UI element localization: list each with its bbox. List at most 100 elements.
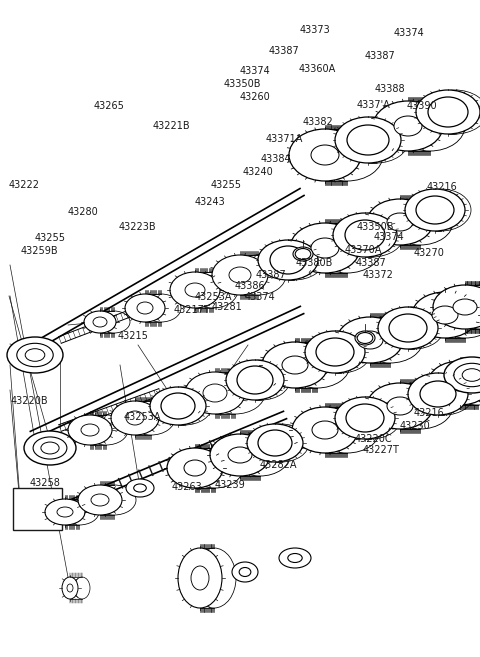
Text: 43374: 43374 bbox=[240, 66, 271, 76]
Ellipse shape bbox=[68, 415, 112, 445]
Ellipse shape bbox=[337, 317, 403, 363]
Ellipse shape bbox=[408, 373, 468, 415]
Ellipse shape bbox=[247, 424, 303, 462]
Ellipse shape bbox=[387, 213, 413, 231]
Ellipse shape bbox=[93, 317, 107, 327]
Text: 43239: 43239 bbox=[215, 480, 246, 490]
Text: 43270: 43270 bbox=[414, 248, 444, 258]
Ellipse shape bbox=[293, 247, 313, 261]
Ellipse shape bbox=[203, 384, 227, 402]
Text: 43217T: 43217T bbox=[174, 305, 211, 315]
Ellipse shape bbox=[212, 255, 268, 295]
Ellipse shape bbox=[184, 460, 206, 476]
Text: 43255: 43255 bbox=[35, 233, 66, 243]
Text: 43253A: 43253A bbox=[124, 412, 161, 422]
Ellipse shape bbox=[185, 372, 245, 414]
Ellipse shape bbox=[150, 387, 206, 425]
Text: 43387: 43387 bbox=[355, 258, 386, 268]
Text: 43227T: 43227T bbox=[362, 445, 399, 455]
Text: 43370A: 43370A bbox=[345, 244, 382, 255]
Ellipse shape bbox=[416, 196, 454, 224]
Text: 43384: 43384 bbox=[260, 154, 291, 164]
Ellipse shape bbox=[367, 199, 433, 245]
Text: 43380B: 43380B bbox=[295, 258, 333, 268]
Ellipse shape bbox=[378, 307, 438, 349]
Ellipse shape bbox=[125, 294, 165, 322]
Ellipse shape bbox=[137, 302, 153, 314]
Ellipse shape bbox=[394, 116, 422, 136]
Ellipse shape bbox=[311, 145, 339, 165]
Text: 43255: 43255 bbox=[210, 180, 241, 191]
Ellipse shape bbox=[305, 331, 365, 373]
Ellipse shape bbox=[17, 344, 53, 367]
Ellipse shape bbox=[355, 331, 375, 345]
Ellipse shape bbox=[333, 213, 397, 257]
Ellipse shape bbox=[210, 434, 270, 476]
Ellipse shape bbox=[432, 306, 458, 324]
Ellipse shape bbox=[67, 584, 73, 592]
Ellipse shape bbox=[270, 246, 306, 274]
Ellipse shape bbox=[185, 283, 205, 297]
Text: 43240: 43240 bbox=[242, 167, 273, 177]
Text: 43265: 43265 bbox=[94, 101, 124, 112]
Text: 43258: 43258 bbox=[30, 478, 60, 488]
Ellipse shape bbox=[237, 366, 273, 394]
Text: 43223B: 43223B bbox=[119, 221, 156, 232]
Ellipse shape bbox=[288, 553, 302, 562]
Text: 43280: 43280 bbox=[67, 206, 98, 217]
Ellipse shape bbox=[367, 383, 433, 429]
Text: 43350B: 43350B bbox=[356, 221, 394, 232]
Text: 43374: 43374 bbox=[245, 292, 276, 302]
Ellipse shape bbox=[335, 117, 401, 163]
Text: 43281: 43281 bbox=[211, 302, 242, 313]
Ellipse shape bbox=[312, 421, 338, 439]
Text: 43243: 43243 bbox=[194, 197, 225, 208]
Ellipse shape bbox=[295, 248, 311, 260]
Ellipse shape bbox=[33, 437, 67, 459]
Ellipse shape bbox=[178, 548, 222, 608]
Ellipse shape bbox=[134, 484, 146, 492]
Text: 43220C: 43220C bbox=[354, 434, 392, 444]
Text: 43372: 43372 bbox=[362, 269, 393, 280]
Ellipse shape bbox=[229, 267, 251, 283]
Ellipse shape bbox=[289, 129, 361, 181]
Ellipse shape bbox=[428, 361, 480, 405]
Text: 43263: 43263 bbox=[172, 482, 203, 493]
Ellipse shape bbox=[444, 357, 480, 393]
FancyBboxPatch shape bbox=[13, 488, 62, 530]
Ellipse shape bbox=[167, 448, 223, 488]
Text: 43371A: 43371A bbox=[265, 134, 303, 145]
Ellipse shape bbox=[258, 430, 292, 456]
Ellipse shape bbox=[316, 338, 354, 366]
Ellipse shape bbox=[387, 397, 413, 415]
Ellipse shape bbox=[433, 285, 480, 329]
Ellipse shape bbox=[311, 238, 339, 258]
Ellipse shape bbox=[91, 494, 109, 506]
Ellipse shape bbox=[428, 97, 468, 127]
Ellipse shape bbox=[41, 442, 59, 454]
Text: 43216: 43216 bbox=[426, 182, 457, 193]
Ellipse shape bbox=[405, 189, 465, 231]
Ellipse shape bbox=[389, 314, 427, 342]
Ellipse shape bbox=[292, 407, 358, 453]
Ellipse shape bbox=[170, 272, 220, 308]
Ellipse shape bbox=[226, 360, 284, 400]
Ellipse shape bbox=[282, 356, 308, 374]
Ellipse shape bbox=[228, 447, 252, 463]
Text: 43374: 43374 bbox=[394, 28, 424, 38]
Ellipse shape bbox=[416, 90, 480, 134]
Text: 43282A: 43282A bbox=[259, 460, 297, 470]
Text: 43387: 43387 bbox=[365, 51, 396, 61]
Ellipse shape bbox=[454, 363, 480, 387]
Ellipse shape bbox=[57, 507, 73, 517]
Ellipse shape bbox=[420, 381, 456, 407]
Ellipse shape bbox=[373, 101, 443, 151]
Ellipse shape bbox=[45, 499, 85, 525]
Ellipse shape bbox=[81, 424, 99, 436]
Ellipse shape bbox=[357, 332, 373, 344]
Ellipse shape bbox=[24, 431, 76, 465]
Ellipse shape bbox=[335, 397, 395, 439]
Ellipse shape bbox=[78, 485, 122, 515]
Text: 43215: 43215 bbox=[118, 331, 148, 342]
Ellipse shape bbox=[191, 566, 209, 590]
